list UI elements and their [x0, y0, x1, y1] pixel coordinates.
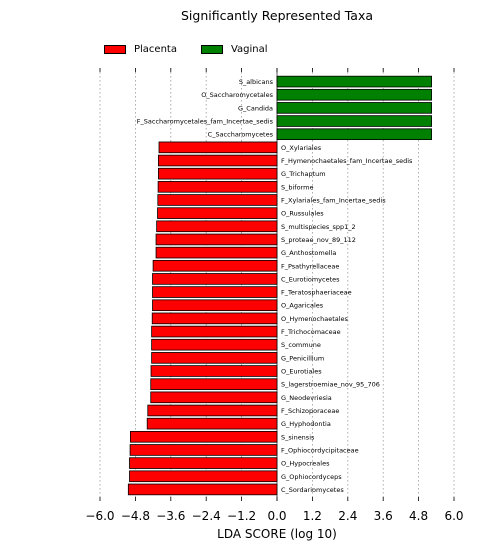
feature-label: F_Hymenochaetales_fam_Incertae_sedis [281, 157, 413, 165]
x-tick-label: −3.6 [156, 509, 185, 523]
legend-item-vaginal: Vaginal [200, 43, 268, 55]
x-tick-label: 4.8 [409, 509, 428, 523]
bar-o-agaricales [152, 299, 278, 312]
feature-label: F_Trichocomaceae [281, 328, 341, 336]
bar-f-hymenochaetales-fam-incertae-sedis [158, 154, 278, 167]
legend-item-placenta: Placenta [104, 44, 177, 55]
feature-label: O_Xylariales [281, 144, 322, 152]
x-tick-label: 0.0 [267, 509, 286, 523]
feature-labels: S_albicans O_Saccharomycetales G_Candida F_… [137, 78, 413, 494]
chart-title: Significantly Represented Taxa [180, 8, 374, 23]
feature-label: S_multispecies_spp1_2 [281, 223, 356, 231]
feature-label: G_Ophiocordyceps [281, 473, 342, 481]
bar-o-russulales [157, 207, 278, 219]
bar-f-schizoporaceae [147, 404, 278, 417]
feature-label: O_Agaricales [281, 302, 324, 310]
bar-s-albicans [276, 75, 432, 88]
x-axis-title: LDA SCORE (log 10) [217, 527, 337, 541]
feature-label: O_Eurotiales [281, 368, 322, 376]
feature-label: S_sinensis [281, 433, 315, 441]
feature-label: C_Eurotiomycetes [281, 275, 340, 283]
x-tick-label: 2.4 [338, 509, 357, 523]
feature-label: G_Hyphodontia [281, 420, 331, 428]
bar-s-sinensis [129, 431, 278, 443]
bar-f-trichocomaceae [151, 325, 278, 338]
bar-s-multispecies-spp1-2 [156, 220, 278, 233]
feature-label: F_Teratosphaeriaceae [281, 289, 352, 297]
x-axis: −6.0 −4.8 −3.6 −2.4 −1.2 0.0 1.2 2.4 3.6 4.8 6.0 [85, 68, 464, 523]
feature-label: F_Schizoporaceae [281, 407, 339, 415]
bar-o-xylariales [158, 141, 278, 154]
feature-label: S_biforme [281, 183, 313, 191]
feature-label: S_lagerstroemiae_nov_95_706 [281, 381, 380, 389]
feature-label: F_Ophiocordycipitaceae [281, 446, 359, 454]
feature-label: O_Hymenochaetales [281, 315, 349, 323]
x-tick-label: 6.0 [444, 509, 463, 523]
bar-o-saccharomycetales [276, 88, 432, 101]
feature-label: S_commune [281, 341, 321, 349]
bar-g-trichaptum [158, 167, 278, 180]
bar-o-hymenochaetales [151, 312, 278, 325]
legend-label-placenta: Placenta [134, 43, 177, 55]
legend-swatch-vaginal [200, 44, 223, 54]
bar-s-lagerstroemiae-nov-95-706 [150, 378, 278, 390]
bar-g-hyphodontia [146, 417, 278, 430]
feature-label: O_Saccharomycetales [201, 91, 273, 99]
bar-c-sordariomycetes [127, 483, 278, 496]
feature-label: C_Sordariomycetes [281, 486, 344, 494]
feature-label: F_Saccharomycetales_fam_Incertae_sedis [137, 118, 274, 126]
feature-label: F_Psathyrellaceae [281, 262, 339, 270]
bar-s-biforme [157, 181, 278, 193]
legend-label-vaginal: Vaginal [230, 43, 268, 55]
x-tick-label: −2.4 [192, 509, 221, 523]
legend-swatch-placenta [104, 44, 126, 54]
feature-label: S_proteae_nov_89_112 [281, 236, 356, 244]
x-tick-label: −4.8 [121, 509, 150, 523]
feature-label: G_Anthostomella [281, 249, 336, 257]
bar-g-penicillium [151, 352, 278, 364]
bar-s-proteae-nov-89-112 [155, 233, 278, 246]
bar-o-hypocreales [129, 457, 278, 469]
feature-label: S_albicans [239, 78, 274, 86]
feature-label: O_Russulales [281, 210, 324, 218]
x-tick-label: −6.0 [85, 509, 114, 523]
feature-label: G_Candida [238, 104, 273, 112]
feature-label: F_Xylariales_fam_Incertae_sedis [281, 196, 386, 204]
feature-label: G_Neodevriesia [281, 394, 332, 402]
feature-label: G_Trichaptum [281, 170, 326, 178]
x-tick-label: 3.6 [374, 509, 393, 523]
bar-c-saccharomycetes [276, 128, 432, 140]
feature-label: O_Hypocreales [281, 460, 330, 468]
bar-f-psathyrellaceae [152, 259, 278, 272]
x-tick-label: 1.2 [303, 509, 322, 523]
bar-s-commune [151, 338, 278, 351]
bar-g-anthostomella [155, 246, 278, 259]
bar-o-eurotiales [150, 365, 278, 377]
bar-f-teratosphaeriaceae [152, 286, 278, 298]
bar-f-ophiocordycipitaceae [129, 444, 278, 456]
legend: Placenta Vaginal [104, 42, 292, 56]
bar-g-neodevriesia [150, 391, 278, 404]
x-tick-label: −1.2 [227, 509, 256, 523]
feature-label: G_Penicillium [281, 354, 324, 362]
bar-f-xylariales-fam-incertae-sedis [157, 194, 278, 206]
bar-g-candida [276, 102, 432, 114]
bar-g-ophiocordyceps [129, 470, 278, 483]
bars [127, 75, 432, 496]
bar-c-eurotiomycetes [152, 273, 278, 285]
feature-label: C_Saccharomycetes [208, 131, 274, 139]
bar-f-saccharomycetales-fam-incertae-sedis [276, 115, 432, 127]
